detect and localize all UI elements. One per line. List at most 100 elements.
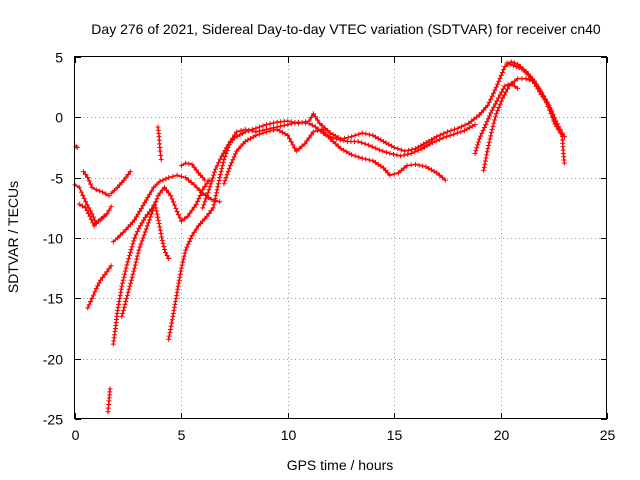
data-point — [159, 237, 165, 243]
data-point — [88, 299, 94, 305]
data-point — [126, 253, 132, 259]
data-point — [299, 143, 305, 149]
data-point — [128, 247, 134, 253]
data-point — [189, 161, 195, 167]
data-point — [220, 160, 226, 166]
data-point — [287, 136, 293, 142]
data-point — [489, 107, 495, 113]
series-arc-6 — [108, 169, 133, 196]
data-point — [93, 286, 99, 292]
data-point — [352, 153, 358, 159]
data-point — [427, 141, 433, 147]
data-point — [83, 172, 89, 178]
data-point — [223, 175, 229, 181]
data-point — [127, 283, 133, 289]
data-point — [295, 120, 301, 126]
data-point — [492, 87, 498, 93]
series-arc-13 — [166, 119, 478, 342]
data-point — [484, 149, 490, 155]
data-point — [355, 138, 361, 144]
data-point — [292, 145, 298, 151]
data-point — [459, 124, 465, 130]
data-point — [177, 274, 183, 280]
data-point — [546, 103, 552, 109]
data-point — [442, 177, 448, 183]
x-tick-label: 0 — [72, 427, 80, 443]
data-point — [221, 181, 227, 187]
data-point — [210, 175, 216, 181]
data-point — [282, 131, 288, 137]
data-point — [306, 118, 312, 124]
data-point — [242, 138, 248, 144]
data-point — [131, 268, 137, 274]
data-point — [296, 146, 302, 152]
data-point — [161, 184, 167, 190]
data-point — [101, 213, 107, 219]
data-point — [426, 138, 432, 144]
data-point — [125, 171, 131, 177]
data-point — [515, 85, 521, 91]
data-point — [122, 268, 128, 274]
data-point — [119, 313, 125, 319]
data-point — [495, 81, 501, 87]
data-point — [178, 163, 184, 169]
data-point — [508, 59, 514, 65]
data-point — [145, 220, 151, 226]
data-point — [505, 86, 511, 92]
data-point — [115, 307, 121, 313]
data-point — [143, 197, 149, 203]
x-tick-label: 25 — [600, 427, 616, 443]
data-point — [170, 199, 176, 205]
x-axis-label: GPS time / hours — [287, 457, 394, 473]
data-point — [418, 143, 424, 149]
series-arc-7 — [105, 386, 113, 415]
data-point — [196, 195, 202, 201]
data-point — [461, 128, 467, 134]
data-point — [167, 327, 173, 333]
data-point — [166, 336, 172, 342]
data-point — [467, 125, 473, 131]
data-point — [349, 134, 355, 140]
data-point — [181, 253, 187, 259]
data-point — [547, 105, 553, 111]
data-point — [106, 207, 112, 213]
data-point — [142, 214, 148, 220]
data-point — [219, 153, 225, 159]
data-point — [440, 135, 446, 141]
x-tick-label: 10 — [281, 427, 297, 443]
data-point — [544, 100, 550, 106]
data-point — [202, 199, 208, 205]
data-point — [125, 289, 131, 295]
data-point — [120, 310, 126, 316]
data-point — [172, 202, 178, 208]
data-point — [253, 132, 259, 138]
data-point — [133, 232, 139, 238]
data-point — [146, 192, 152, 198]
data-point — [310, 129, 316, 135]
data-point — [191, 204, 197, 210]
data-point — [250, 134, 256, 140]
data-point — [174, 289, 180, 295]
data-point — [519, 76, 525, 82]
data-point — [207, 184, 213, 190]
data-point — [140, 235, 146, 241]
data-point — [387, 172, 393, 178]
data-point — [475, 142, 481, 148]
data-point — [480, 127, 486, 133]
data-point — [412, 149, 418, 155]
data-point — [507, 61, 513, 67]
data-point — [387, 151, 393, 157]
data-point — [488, 96, 494, 102]
data-point — [493, 111, 499, 117]
data-point — [163, 176, 169, 182]
data-point — [195, 198, 201, 204]
data-point — [501, 67, 507, 73]
data-point — [437, 132, 443, 138]
data-point — [401, 152, 407, 158]
data-point — [234, 129, 240, 135]
data-point — [157, 148, 163, 154]
data-point — [234, 133, 240, 139]
data-point — [510, 62, 516, 68]
data-point — [225, 169, 231, 175]
data-point — [481, 164, 487, 170]
